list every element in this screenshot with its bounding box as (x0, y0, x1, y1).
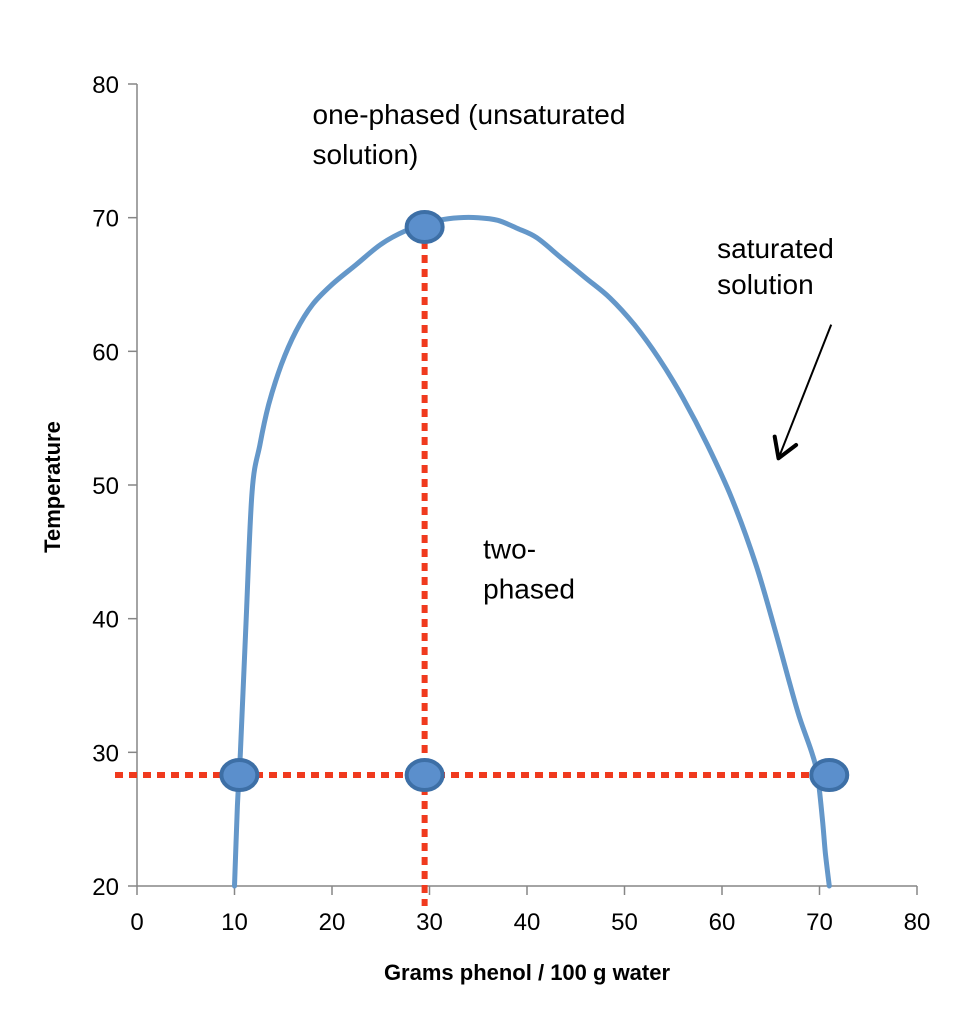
x-tick-label: 80 (904, 909, 931, 936)
solubility-curve-line (232, 214, 832, 889)
y-tick-label: 40 (92, 607, 119, 634)
highlight-point (809, 758, 850, 793)
x-tick-label: 20 (319, 909, 346, 936)
x-tick-label: 50 (611, 909, 638, 936)
highlight-points (219, 210, 850, 793)
annotation-label: solution (717, 269, 814, 300)
annotation-label: two- (483, 534, 536, 565)
arrow-line (777, 324, 833, 459)
x-axis-title: Grams phenol / 100 g water (384, 960, 671, 985)
y-tick-label: 30 (92, 740, 119, 767)
x-tick-label: 0 (130, 909, 143, 936)
y-tick-label: 20 (92, 874, 119, 901)
reference-lines (115, 227, 830, 907)
x-tick-label: 60 (709, 909, 736, 936)
annotation-label: solution) (313, 139, 419, 170)
highlight-point (219, 758, 260, 793)
axes: 20 30 40 50 60 70 80 0 10 20 30 40 50 60 70 80 (92, 72, 930, 936)
x-tick-label: 40 (514, 909, 541, 936)
solubility-curve (232, 214, 832, 889)
highlight-point (404, 210, 445, 245)
highlight-point (404, 758, 445, 793)
x-tick-label: 10 (221, 909, 248, 936)
y-tick-label: 80 (92, 72, 119, 99)
annotation-label: saturated (717, 233, 834, 264)
y-tick-label: 50 (92, 473, 119, 500)
annotations: one-phased (unsaturated solution) saturate… (313, 99, 834, 605)
x-tick-label: 30 (416, 909, 443, 936)
annotation-label: one-phased (unsaturated (313, 99, 626, 130)
arrow-head-icon (772, 434, 799, 461)
y-tick-label: 60 (92, 339, 119, 366)
y-axis-title: Temperature (40, 421, 65, 553)
x-tick-label: 70 (806, 909, 833, 936)
annotation-label: phased (483, 574, 575, 605)
y-tick-label: 70 (92, 206, 119, 233)
